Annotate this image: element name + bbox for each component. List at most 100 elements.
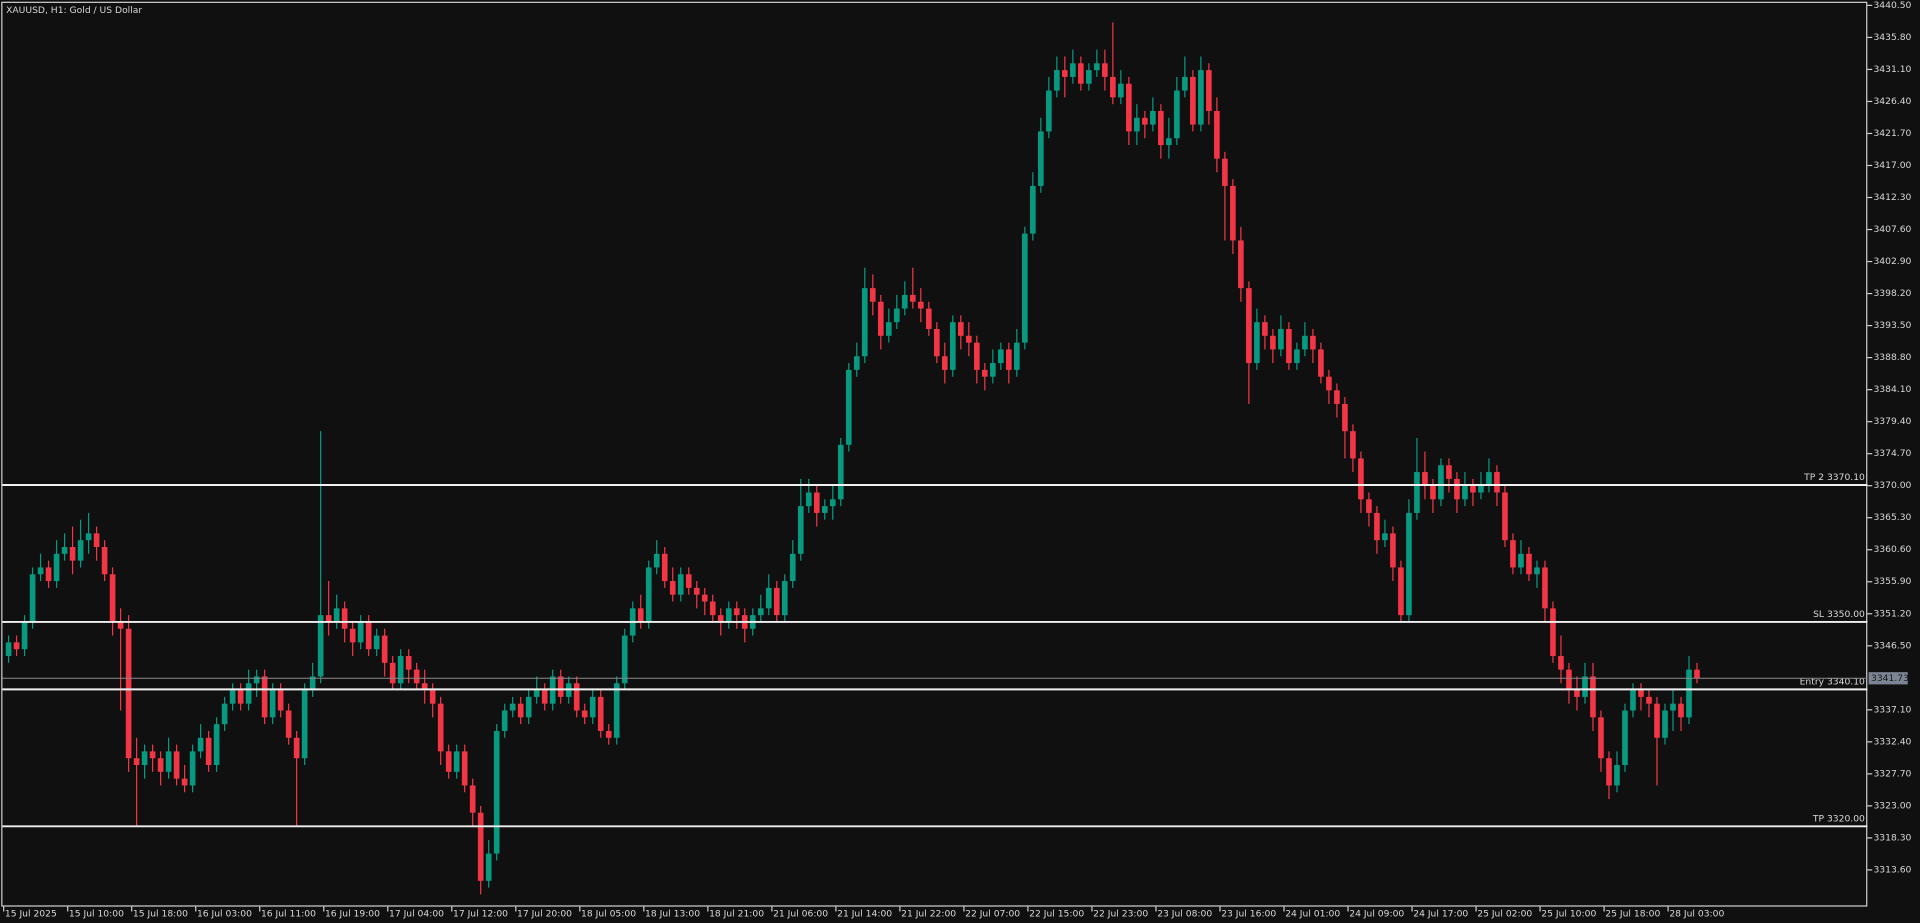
candle-body [813,492,820,513]
candle-body [677,574,684,595]
candle-body [1606,758,1612,786]
candle-body [485,853,492,881]
y-tick-label: 3384.10 [1873,384,1911,395]
candle-body [1150,110,1156,125]
candle-body [733,608,740,616]
candle-body [397,656,404,684]
candle-body [349,628,356,643]
candle-body [725,608,732,622]
candle-body [1214,110,1220,159]
candle-body [1302,335,1308,350]
candle-body [1398,567,1404,616]
candle-body [1430,485,1436,500]
candle-body [1646,696,1652,704]
y-tick-label: 3318.30 [1873,832,1911,843]
candle-body [365,621,372,650]
candle-body [517,703,524,718]
current-price-label: 3341.73 [1871,673,1909,684]
candle-body [1510,540,1516,568]
candle-body [525,696,532,718]
candle-body [1454,478,1460,500]
y-tick-label: 3327.70 [1873,768,1911,779]
candle-body [1486,472,1492,486]
candle-body [757,608,764,616]
y-tick-label: 3313.60 [1873,864,1911,875]
x-tick-label: 17 Jul 12:00 [453,908,508,919]
candle-body [1126,83,1132,132]
y-tick-label: 3360.60 [1873,544,1911,555]
candle-body [885,322,892,336]
candle-body [69,547,76,561]
candle-body [1166,138,1172,146]
candle-body [1182,76,1188,91]
candle-body [405,656,412,670]
candle-body [589,696,596,718]
candle-body [1598,717,1604,759]
candle-body [173,751,180,779]
level-label: Entry 3340.10 [1800,677,1865,688]
x-tick-label: 15 Jul 10:00 [69,908,124,919]
candle-body [1686,669,1692,718]
y-tick-label: 3332.40 [1873,736,1911,747]
x-tick-label: 16 Jul 19:00 [325,908,380,919]
candle-body [333,608,340,622]
candle-body [1062,70,1068,77]
current-price-box [1868,672,1908,685]
x-tick-label: 16 Jul 11:00 [261,908,316,919]
x-tick-label: 16 Jul 03:00 [197,908,252,919]
candle-body [1238,240,1244,289]
candle-body [357,621,364,643]
candle-body [29,574,36,622]
candle-body [1134,117,1140,132]
y-tick-label: 3421.70 [1873,128,1911,139]
candle-body [205,737,212,766]
candle-body [949,322,956,370]
y-tick-label: 3337.10 [1873,704,1911,715]
y-tick-label: 3388.80 [1873,352,1911,363]
candle-body [1534,567,1540,575]
candle-body [197,737,204,752]
candle-body [1502,492,1508,541]
candle-body [1566,669,1572,691]
candle-body [1478,485,1484,493]
candle-body [117,621,124,629]
candle-body [1086,70,1092,84]
candle-body [1582,676,1588,697]
x-tick-label: 22 Jul 07:00 [965,908,1020,919]
candle-body [597,696,604,731]
candle-body [645,567,652,622]
candle-body [1006,349,1012,370]
candle-body [325,615,332,622]
candle-body [1390,533,1396,568]
candle-body [533,690,540,697]
candle-body [998,349,1004,364]
candle-body [37,567,44,575]
candle-body [389,662,396,684]
x-tick-label: 24 Jul 17:00 [1413,908,1468,919]
candle-body [925,308,932,329]
candle-body [341,608,348,629]
candle-body [1678,703,1684,718]
candle-body [5,642,12,657]
x-tick-label: 22 Jul 15:00 [1029,908,1084,919]
candle-body [1046,90,1052,132]
x-tick-label: 15 Jul 18:00 [133,908,188,919]
candle-body [149,751,156,759]
candle-body [661,553,668,582]
candle-body [717,615,724,622]
candle-body [1614,765,1620,786]
candle-body [109,574,116,622]
candle-body [1294,349,1300,364]
candle-body [317,615,324,677]
candle-body [893,308,900,323]
candle-body [1206,70,1212,111]
candle-body [1494,472,1500,493]
candle-body [1022,233,1028,343]
candle-body [213,724,220,766]
candle-body [1542,567,1548,609]
candle-body [933,328,940,357]
candle-body [269,690,276,718]
candle-body [605,730,612,738]
